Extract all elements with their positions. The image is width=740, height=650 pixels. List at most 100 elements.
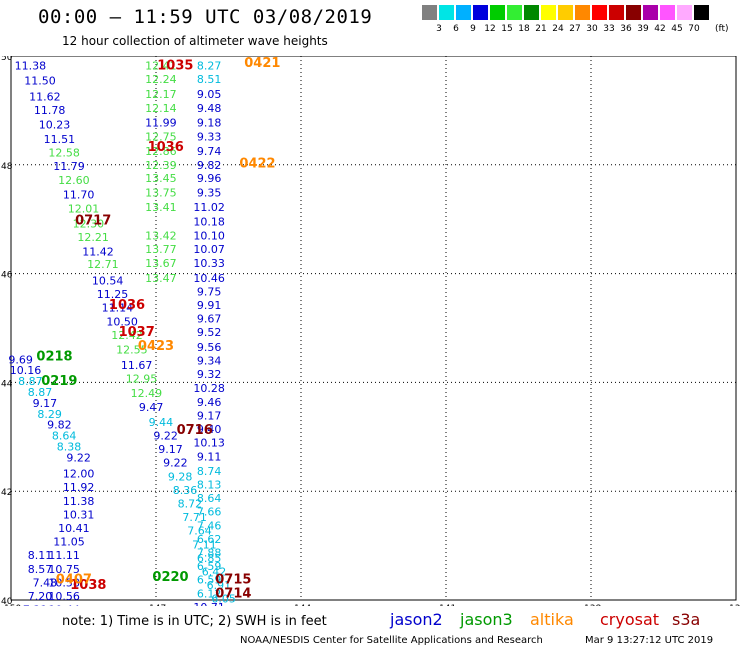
wave-height-value: 13.77	[145, 243, 177, 256]
lon-tick-label: -141	[436, 604, 456, 606]
wave-height-value: 11.05	[53, 536, 85, 549]
wave-height-value: 11.78	[34, 104, 66, 117]
wave-height-value: 10.10	[193, 229, 225, 242]
wave-height-value: 12.30	[73, 217, 105, 230]
wave-height-value: 11.79	[53, 160, 85, 173]
wave-height-value: 10.50	[106, 315, 138, 328]
legend-swatch	[473, 5, 488, 20]
wave-height-value: 9.67	[197, 313, 222, 326]
wave-height-value: 10.33	[193, 257, 225, 270]
legend-swatch	[490, 5, 505, 20]
wave-height-value: 11.38	[63, 495, 95, 508]
wave-height-value: 12.41	[145, 60, 177, 73]
wave-height-value: 13.41	[145, 201, 177, 214]
lat-tick-label: 46	[1, 271, 13, 281]
lon-tick-label: -147	[146, 604, 166, 606]
wave-height-value: 6.12	[197, 587, 222, 600]
wave-height-value: 12.39	[145, 159, 177, 172]
legend-units: (ft)	[715, 24, 729, 34]
wave-height-value: 12.17	[145, 88, 177, 101]
wave-height-value: 10.54	[92, 274, 124, 287]
wave-height-value: 7.21	[23, 604, 48, 606]
wave-height-value: 12.71	[87, 258, 119, 271]
wave-height-value: 11.14	[102, 302, 134, 315]
credit-text: NOAA/NESDIS Center for Satellite Applica…	[240, 635, 543, 646]
legend-swatch	[439, 5, 454, 20]
lon-tick-label: -144	[291, 604, 312, 606]
pass-time-label: 0421	[244, 56, 280, 71]
wave-height-value: 10.58	[48, 576, 80, 589]
wave-height-value: 9.05	[197, 88, 222, 101]
legend-swatch	[575, 5, 590, 20]
wave-height-value: 10.07	[193, 243, 225, 256]
wave-height-value: 6.91	[207, 579, 232, 592]
legend-label: 27	[569, 24, 581, 34]
wave-height-value: 9.48	[197, 102, 222, 115]
wave-height-value: 8.51	[197, 73, 222, 86]
wave-height-value: 9.96	[197, 172, 222, 185]
wave-height-value: 11.70	[63, 189, 95, 202]
wave-height-value: 13.67	[145, 257, 177, 270]
wave-height-value: 8.13	[197, 478, 222, 491]
legend-swatch	[422, 5, 437, 20]
wave-height-value: 11.92	[63, 481, 95, 494]
wave-height-value: 8.64	[197, 492, 222, 505]
lat-tick-label: 40	[1, 597, 13, 606]
wave-height-value: 11.42	[82, 246, 114, 259]
legend-swatch	[626, 5, 641, 20]
pass-time-label: 0717	[75, 214, 111, 229]
wave-height-value: 9.74	[197, 145, 222, 158]
legend-swatch	[558, 5, 573, 20]
wave-height-value: 11.02	[193, 201, 225, 214]
wave-height-value: 11.50	[24, 74, 56, 87]
wave-height-value: 13.47	[145, 272, 177, 285]
wave-height-value: 9.17	[33, 397, 58, 410]
wave-height-value: 9.47	[139, 401, 164, 414]
wave-height-value: 13.75	[145, 186, 177, 199]
pass-time-label: 1037	[119, 325, 155, 340]
wave-height-value: 11.67	[121, 359, 153, 372]
legend-label: 6	[453, 24, 459, 34]
legend-label: 9	[470, 24, 476, 34]
wave-height-value: 9.22	[66, 451, 91, 464]
legend-label: 39	[637, 24, 649, 34]
wave-height-value: 9.91	[197, 299, 222, 312]
legend-label: 21	[535, 24, 547, 34]
wave-height-value: 11.51	[44, 133, 76, 146]
wave-height-value: 9.11	[197, 451, 222, 464]
satellite-label-altika: altika	[530, 610, 574, 629]
footer-note: note: 1) Time is in UTC; 2) SWH is in fe…	[62, 614, 327, 629]
wave-height-value: 10.28	[193, 382, 225, 395]
wave-height-value: 12.86	[145, 145, 177, 158]
pass-time-label: 1038	[70, 578, 106, 593]
wave-height-value: 10.31	[63, 508, 95, 521]
legend-swatch	[507, 5, 522, 20]
legend-swatch	[609, 5, 624, 20]
wave-height-value: 10.46	[193, 272, 225, 285]
legend-label: 36	[620, 24, 632, 34]
lon-tick-label: -138	[581, 604, 602, 606]
satellite-label-jason3: jason3	[460, 610, 513, 629]
pass-time-label: 1036	[148, 140, 184, 155]
legend-swatch	[592, 5, 607, 20]
wave-height-value: 12.14	[145, 102, 177, 115]
wave-height-value: 10.16	[10, 364, 42, 377]
wave-height-value: 9.17	[197, 409, 222, 422]
wave-height-value: 6.85	[197, 552, 222, 565]
wave-height-value: 9.82	[197, 159, 222, 172]
page-subtitle: 12 hour collection of altimeter wave hei…	[62, 34, 328, 48]
wave-height-value: 9.52	[197, 326, 222, 339]
wave-height-value: 12.24	[145, 73, 177, 86]
wave-height-value: 12.42	[111, 329, 143, 342]
pass-time-label: 1035	[157, 59, 193, 74]
lat-tick-label: 50	[1, 56, 13, 63]
wave-height-value: 12.58	[48, 147, 80, 160]
wave-height-value: 11.25	[97, 288, 129, 301]
wave-height-value: 6.62	[197, 533, 222, 546]
wave-height-value: 8.72	[178, 498, 203, 511]
wave-height-value: 10.13	[193, 437, 225, 450]
pass-time-label: 0422	[239, 157, 275, 172]
wave-height-value: 7.48	[33, 576, 58, 589]
wave-height-value: 12.01	[68, 203, 100, 216]
pass-time-label: 0423	[138, 339, 174, 354]
